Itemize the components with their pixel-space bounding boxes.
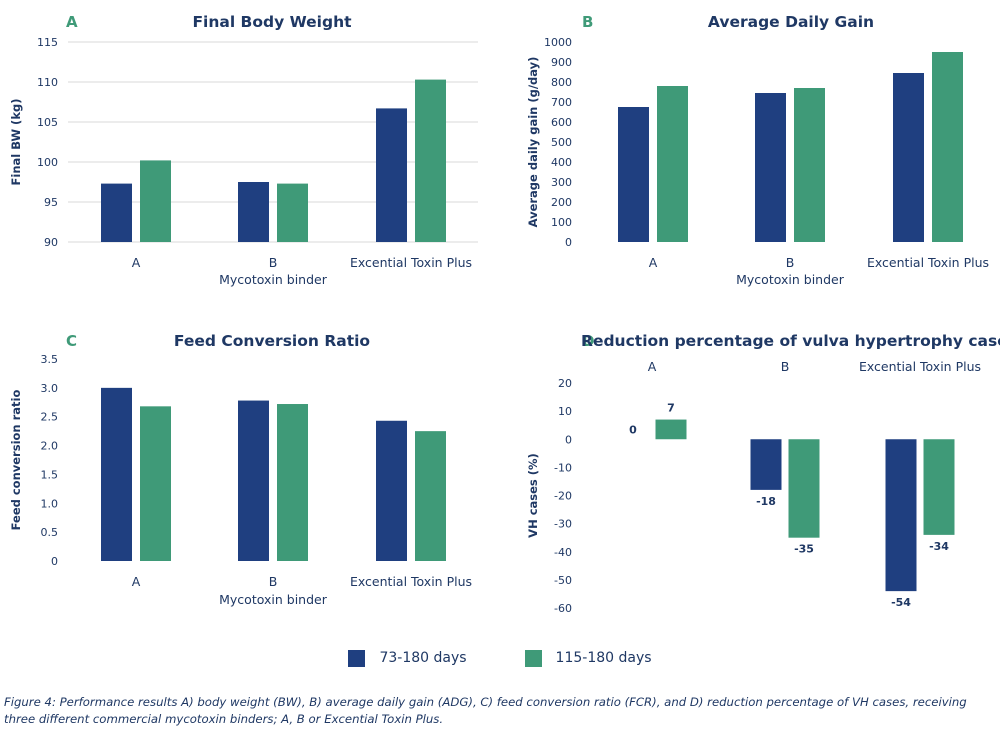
- panel-d-ytick-label: 0: [565, 433, 572, 446]
- panel-d-bar-73-180-1: [750, 439, 782, 490]
- panel-a-title: Final Body Weight: [192, 13, 352, 31]
- panel-c-title: Feed Conversion Ratio: [174, 332, 370, 350]
- panel-d-bar-115-180-2: [923, 439, 955, 535]
- panel-d-bar-115-180-0: [655, 419, 687, 440]
- panel-d-data-label: -35: [794, 543, 814, 556]
- panel-b-category-label: A: [649, 255, 658, 270]
- figure-caption: Figure 4: Performance results A) body we…: [4, 695, 967, 726]
- panel-b-bar-73-180-2: [893, 73, 924, 242]
- panel-c-ytick-label: 3.0: [41, 382, 59, 395]
- panel-c-category-label: B: [269, 574, 278, 589]
- panel-b-ytick-label: 700: [551, 96, 572, 109]
- panel-a-ytick-label: 95: [44, 196, 58, 209]
- panel-d-bar-115-180-1: [788, 439, 820, 538]
- panel-b-ytick-label: 100: [551, 216, 572, 229]
- legend-item-115-180: 115-180 days: [524, 649, 652, 667]
- panel-c-ytick-label: 0.5: [41, 526, 59, 539]
- panel-c-ylabel: Feed conversion ratio: [9, 390, 23, 531]
- panel-a-ytick-label: 90: [44, 236, 58, 249]
- legend-label-73-180: 73-180 days: [379, 650, 467, 666]
- panel-c-bar-115-180-0: [140, 406, 171, 561]
- panel-b-letter: B: [582, 13, 593, 31]
- panel-a-bar-73-180-1: [238, 182, 269, 242]
- panel-a-category-label: Excential Toxin Plus: [350, 255, 472, 270]
- panel-a-bar-73-180-2: [376, 108, 407, 243]
- panel-a-xlabel: Mycotoxin binder: [219, 272, 328, 287]
- panel-c-bar-73-180-2: [376, 420, 407, 561]
- panel-b-ytick-label: 200: [551, 196, 572, 209]
- panel-c-ytick-label: 2.0: [41, 440, 59, 453]
- legend-item-73-180: 73-180 days: [348, 649, 467, 667]
- panel-c-ytick-label: 2.5: [41, 411, 59, 424]
- panel-a-ytick-label: 110: [37, 76, 58, 89]
- panel-a-category-label: A: [132, 255, 141, 270]
- panel-d-ytick-label: -50: [554, 574, 572, 587]
- panel-a-category-label: B: [269, 255, 278, 270]
- panel-d-ytick-label: -60: [554, 602, 572, 615]
- panel-b-xlabel: Mycotoxin binder: [736, 272, 845, 287]
- panel-d-ytick-label: -10: [554, 461, 572, 474]
- panel-c-bar-115-180-2: [415, 431, 446, 561]
- panel-c-bar-115-180-1: [277, 404, 308, 561]
- panel-c-ytick-label: 0: [51, 555, 58, 568]
- panel-b-title: Average Daily Gain: [708, 13, 874, 31]
- panel-a-bar-73-180-0: [101, 183, 132, 242]
- panel-d-ytick-label: 20: [558, 377, 572, 390]
- panel-d-ytick-label: -20: [554, 490, 572, 503]
- panel-d-data-label: -18: [756, 495, 776, 508]
- panel-c-category-label: A: [132, 574, 141, 589]
- panel-b-ylabel: Average daily gain (g/day): [526, 57, 540, 228]
- legend-swatch-115-180: [524, 649, 542, 667]
- panel-b-ytick-label: 300: [551, 176, 572, 189]
- panel-d-bar-73-180-2: [885, 439, 917, 592]
- panel-c-ytick-label: 1.5: [41, 468, 59, 481]
- panel-a-bar-115-180-2: [415, 79, 446, 242]
- panel-a-letter: A: [66, 13, 78, 31]
- panel-d-category-label: A: [648, 359, 657, 374]
- panel-c-bar-73-180-0: [101, 387, 132, 561]
- panel-d-ytick-label: -30: [554, 518, 572, 531]
- panel-b-ytick-label: 800: [551, 76, 572, 89]
- panel-b-ytick-label: 900: [551, 56, 572, 69]
- panel-d-data-label: -34: [929, 540, 949, 553]
- panel-a-bar-115-180-1: [277, 183, 308, 242]
- panel-a-bar-115-180-0: [140, 160, 171, 242]
- panel-b-category-label: B: [786, 255, 795, 270]
- panel-b-bar-115-180-0: [657, 86, 688, 242]
- panel-b-ytick-label: 400: [551, 156, 572, 169]
- panel-b-bar-115-180-1: [794, 88, 825, 242]
- panel-d-data-label: 7: [667, 402, 675, 415]
- panel-c-category-label: Excential Toxin Plus: [350, 574, 472, 589]
- panel-d-letter: D: [582, 332, 594, 350]
- legend-swatch-73-180: [348, 649, 366, 667]
- panel-d-ylabel: VH cases (%): [526, 453, 540, 538]
- panel-b-ytick-label: 1000: [544, 36, 572, 49]
- panel-d-title: Reduction percentage of vulva hypertroph…: [581, 332, 1000, 350]
- panel-c-letter: C: [66, 332, 77, 350]
- legend-label-115-180: 115-180 days: [555, 650, 652, 666]
- panel-a-ylabel: Final BW (kg): [9, 99, 23, 186]
- panel-d-category-label: Excential Toxin Plus: [859, 359, 981, 374]
- panel-a-ytick-label: 115: [37, 36, 58, 49]
- legend: 73-180 days 115-180 days: [0, 646, 1000, 670]
- panel-c-ytick-label: 3.5: [41, 353, 59, 366]
- panel-d-ytick-label: -40: [554, 546, 572, 559]
- panel-d-data-label: -54: [891, 596, 911, 609]
- panel-d-ytick-label: 10: [558, 405, 572, 418]
- panel-c-ytick-label: 1.0: [41, 497, 59, 510]
- panel-b-ytick-label: 600: [551, 116, 572, 129]
- panel-b-ytick-label: 500: [551, 136, 572, 149]
- panel-a-ytick-label: 105: [37, 116, 58, 129]
- panel-a-ytick-label: 100: [37, 156, 58, 169]
- panel-c-xlabel: Mycotoxin binder: [219, 592, 328, 607]
- panel-b-bar-73-180-1: [755, 93, 786, 242]
- panel-b-category-label: Excential Toxin Plus: [867, 255, 989, 270]
- panel-b-bar-73-180-0: [618, 107, 649, 242]
- panel-d-data-label: 0: [629, 423, 637, 436]
- panel-c-bar-73-180-1: [238, 400, 269, 561]
- panel-d-category-label: B: [781, 359, 790, 374]
- panel-b-bar-115-180-2: [932, 52, 963, 242]
- panel-b-ytick-label: 0: [565, 236, 572, 249]
- figure-panels: A Final Body Weight9095100105110115Final …: [9, 13, 1000, 615]
